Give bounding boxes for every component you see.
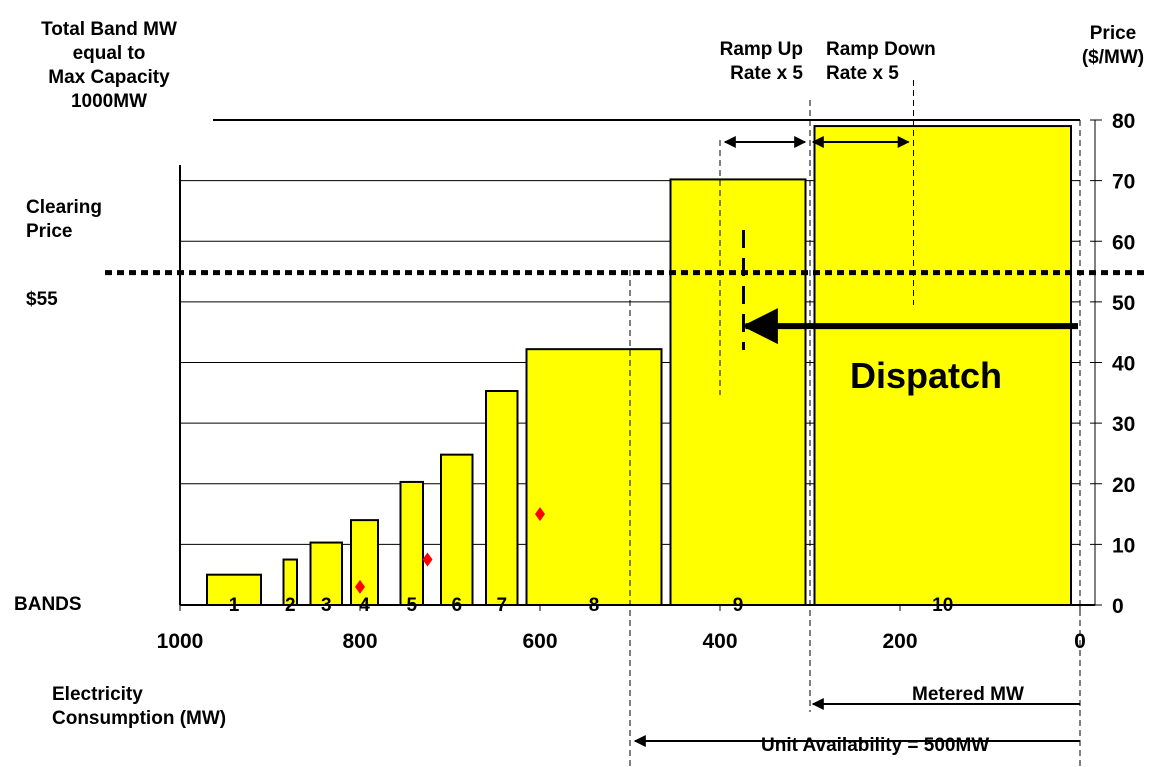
ramp-up-line: Ramp Up: [719, 39, 803, 60]
x-tick-label: 200: [882, 630, 917, 653]
ramp-up-line: Rate x 5: [730, 63, 803, 84]
chart-axes: 0 10 20 30 40 50 60 70 80 1000 800 600 400 200 0: [157, 110, 1136, 653]
x-tick-label: 0: [1074, 630, 1086, 653]
x-axis-title-line: Electricity: [52, 684, 143, 705]
y-axis-title-line: Price: [1089, 23, 1137, 44]
band-bar: [399, 480, 424, 606]
band-bar: [525, 348, 663, 606]
y-tick-label: 80: [1112, 110, 1135, 133]
x-tick-label: 800: [342, 630, 377, 653]
y-tick-label: 60: [1112, 231, 1135, 254]
left-title-line: Total Band MW: [41, 19, 177, 40]
left-title-line: 1000MW: [70, 91, 148, 112]
left-title: Total Band MW equal to Max Capacity 1000…: [9, 18, 209, 114]
y-tick-label: 50: [1112, 292, 1135, 315]
band-bar: [206, 573, 262, 606]
ramp-down-line: Ramp Down: [826, 39, 936, 60]
clearing-price-label: Clearing Price: [26, 196, 102, 244]
band-bar: [813, 125, 1072, 606]
x-axis-title-line: Consumption (MW): [52, 708, 227, 729]
unit-availability-label: Unit Availability = 500MW: [761, 735, 990, 756]
x-tick-label: 400: [702, 630, 737, 653]
data-marker: [535, 507, 545, 522]
clearing-label-line: Price: [26, 221, 73, 242]
x-axis-title: Electricity Consumption (MW): [52, 683, 226, 731]
y-tick-label: 30: [1112, 413, 1135, 436]
x-tick-label: 600: [522, 630, 557, 653]
data-marker: [422, 552, 433, 567]
ramp-down-line: Rate x 5: [826, 63, 899, 84]
left-title-line: Max Capacity: [48, 67, 170, 88]
y-tick-label: 0: [1112, 595, 1124, 618]
y-tick-label: 20: [1112, 474, 1135, 497]
y-axis-title: Price ($/MW): [1081, 22, 1145, 70]
band-bar: [440, 453, 474, 606]
chart-annotations: [105, 80, 1149, 767]
data-marker: [355, 579, 365, 594]
ramp-down-label: Ramp Down Rate x 5: [826, 38, 936, 86]
y-tick-label: 40: [1112, 353, 1135, 376]
y-tick-label: 70: [1112, 171, 1135, 194]
clearing-label-line: Clearing: [26, 197, 103, 218]
metered-mw-label: Metered MW: [912, 684, 1024, 705]
clearing-price-value: $55: [26, 289, 58, 310]
bands-label: BANDS: [14, 594, 82, 615]
y-axis-title-line: ($/MW): [1081, 47, 1145, 68]
dispatch-label: Dispatch: [850, 355, 1003, 396]
y-tick-label: 10: [1112, 534, 1135, 557]
band-bar: [350, 519, 379, 606]
band-bar: [485, 389, 519, 606]
left-title-line: equal to: [72, 43, 146, 64]
band-bar: [669, 178, 807, 606]
x-tick-label: 1000: [157, 630, 204, 653]
ramp-up-label: Ramp Up Rate x 5: [683, 38, 803, 86]
